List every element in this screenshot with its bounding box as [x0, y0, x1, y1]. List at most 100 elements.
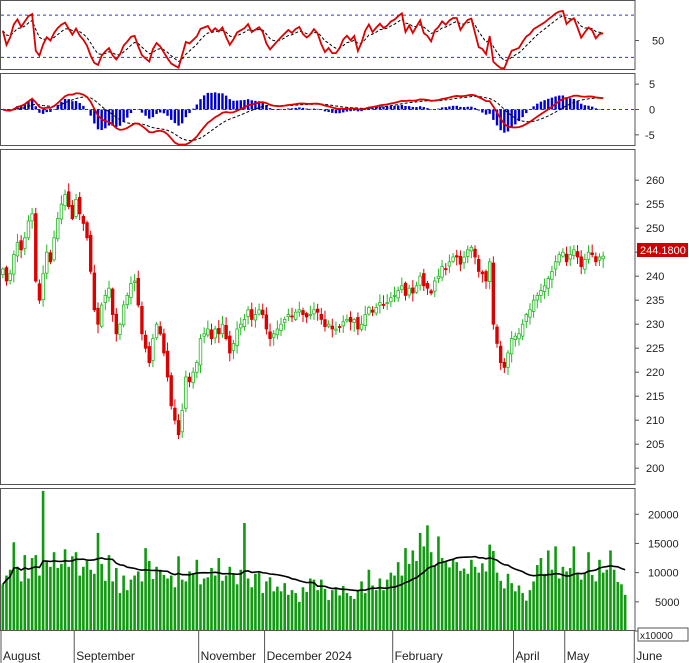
- volume-tick-label: 10000: [648, 568, 679, 580]
- candle-body: [162, 333, 166, 354]
- macd-histogram-bar: [550, 97, 554, 110]
- candle-body: [363, 314, 367, 326]
- volume-bar: [616, 581, 620, 630]
- macd-histogram-bar: [459, 106, 462, 110]
- candle-body: [451, 256, 455, 262]
- macd-histogram-bar: [118, 109, 122, 126]
- candle-body: [524, 314, 528, 322]
- volume-bar: [8, 569, 12, 630]
- candle-body: [326, 323, 331, 327]
- macd-histogram-bar: [407, 106, 411, 110]
- panel-frame: [0, 488, 636, 631]
- volume-bar: [268, 577, 272, 630]
- candle-body: [217, 328, 221, 335]
- volume-bar: [407, 563, 411, 630]
- month-label: December 2024: [267, 649, 353, 663]
- macd-histogram-bar: [470, 106, 473, 110]
- volume-bar: [601, 572, 605, 630]
- month-label: September: [76, 649, 135, 663]
- volume-bar: [345, 593, 349, 630]
- candle-body: [242, 318, 247, 328]
- volume-bar: [166, 578, 169, 630]
- candle-body: [202, 333, 206, 337]
- volume-bar: [5, 575, 8, 630]
- macd-histogram-bar: [558, 95, 561, 110]
- macd-histogram-bar: [378, 106, 382, 110]
- volume-bar: [495, 572, 499, 630]
- volume-bar: [360, 581, 363, 630]
- volume-bar: [1, 584, 5, 630]
- candle-body: [542, 285, 547, 292]
- volume-bar: [503, 588, 506, 630]
- volume-bar: [169, 575, 173, 630]
- volume-bar: [316, 590, 319, 630]
- last-price-badge: [637, 243, 688, 257]
- volume-bar: [38, 575, 41, 630]
- candle-body: [1, 268, 5, 276]
- macd-histogram-bar: [506, 109, 510, 132]
- volume-bar: [125, 590, 129, 630]
- volume-bar: [546, 550, 550, 630]
- candle-body: [198, 338, 203, 366]
- volume-bar: [583, 572, 587, 630]
- volume-bar: [396, 562, 400, 630]
- macd-histogram-bar: [89, 109, 92, 116]
- volume-bar: [155, 566, 158, 630]
- volume-bar: [356, 590, 360, 630]
- candle-body: [334, 328, 338, 331]
- volume-tick-label: 20000: [648, 509, 679, 521]
- macd-histogram-bar: [162, 109, 166, 114]
- macd-histogram-bar: [272, 109, 275, 110]
- volume-bar: [228, 566, 232, 630]
- candle-body: [352, 318, 356, 324]
- macd-histogram-bar: [305, 108, 308, 110]
- macd-histogram-bar: [235, 100, 239, 110]
- candle-body: [433, 280, 437, 292]
- macd-histogram-bar: [239, 100, 242, 110]
- volume-bar: [235, 584, 239, 630]
- rsi-signal-line: [2, 15, 604, 62]
- volume-bar: [481, 563, 484, 630]
- volume-bar: [543, 573, 546, 630]
- rsi-tick-label: 50: [652, 35, 664, 47]
- volume-bar: [334, 587, 338, 630]
- macd-tick-label: -5: [645, 130, 655, 142]
- candle-body: [550, 270, 554, 280]
- candle-body: [231, 342, 236, 351]
- volume-bar: [243, 523, 246, 630]
- candle-body: [389, 297, 393, 303]
- volume-bar: [195, 559, 199, 630]
- volume-bar: [180, 579, 184, 630]
- candle-body: [498, 345, 503, 363]
- volume-bar: [217, 558, 221, 630]
- macd-histogram-bar: [503, 109, 506, 133]
- macd-histogram-bar: [78, 103, 81, 110]
- macd-histogram-bar: [290, 108, 294, 110]
- macd-line: [2, 92, 604, 146]
- macd-histogram-bar: [261, 102, 264, 110]
- macd-histogram-bar: [148, 109, 151, 119]
- candle-body: [520, 323, 525, 337]
- candle-body: [557, 254, 561, 263]
- candle-body: [235, 328, 239, 346]
- macd-histogram-bar: [481, 109, 484, 113]
- candle-body: [418, 275, 422, 286]
- volume-bar: [309, 578, 312, 630]
- macd-histogram-bar: [385, 106, 389, 110]
- candle-body: [546, 278, 550, 289]
- volume-bar: [298, 601, 301, 630]
- macd-histogram-bar: [488, 109, 491, 114]
- candle-body: [173, 407, 177, 421]
- macd-histogram-bar: [598, 109, 601, 110]
- price-tick-label: 255: [646, 199, 664, 211]
- candle-body: [165, 350, 170, 378]
- macd-histogram-bar: [510, 109, 513, 128]
- volume-bar: [323, 588, 327, 630]
- macd-histogram-bar: [400, 104, 404, 110]
- volume-bar: [422, 546, 426, 630]
- candle-body: [143, 334, 148, 349]
- candle-body: [118, 323, 122, 335]
- volume-bar: [93, 573, 96, 630]
- candle-body: [359, 323, 364, 330]
- volume-multiplier-box: [637, 627, 689, 642]
